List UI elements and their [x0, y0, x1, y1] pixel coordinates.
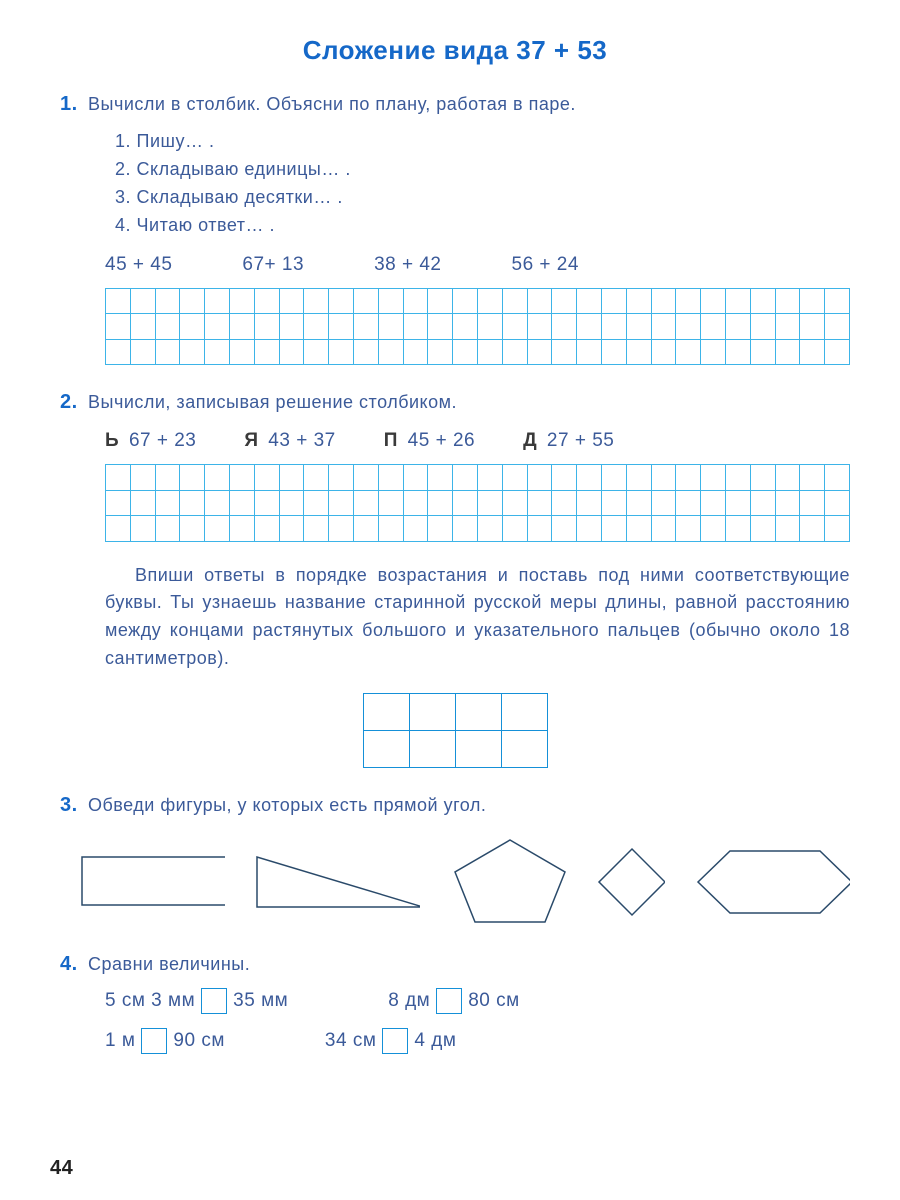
task-number: 3. [60, 794, 88, 817]
right-triangle-shape[interactable] [255, 852, 419, 912]
expression: Ь 67 + 23 [105, 430, 196, 452]
task-number: 1. [60, 93, 88, 116]
task-number: 2. [60, 391, 88, 414]
task-2: 2. Вычисли, записывая решение столбиком.… [60, 389, 850, 768]
task-1: 1. Вычисли в столбик. Объясни по плану, … [60, 91, 850, 365]
compare-item: 34 см4 дм [325, 1028, 456, 1054]
expression: 45 + 45 [105, 254, 172, 276]
task-text: Сравни величины. [88, 951, 250, 978]
task2-grid[interactable] [105, 464, 850, 542]
step: 4. Читаю ответ… . [115, 212, 850, 240]
task2-expressions: Ь 67 + 23 Я 43 + 37 П 45 + 26 Д 27 + 55 [105, 430, 850, 452]
diamond-shape[interactable] [596, 846, 666, 918]
expression: 38 + 42 [374, 254, 441, 276]
compare-box[interactable] [141, 1028, 167, 1054]
task2-paragraph: Впиши ответы в порядке возрастания и пос… [105, 562, 850, 674]
task1-expressions: 45 + 45 67+ 13 38 + 42 56 + 24 [105, 254, 850, 276]
step: 3. Складываю десятки… . [115, 184, 850, 212]
step: 2. Складываю единицы… . [115, 156, 850, 184]
compare-item: 5 см 3 мм35 мм [105, 988, 288, 1014]
task-text: Вычисли в столбик. Объясни по плану, раб… [88, 91, 576, 118]
compare-item: 8 дм80 см [388, 988, 519, 1014]
task-3: 3. Обведи фигуры, у которых есть прямой … [60, 792, 850, 927]
compare-box[interactable] [436, 988, 462, 1014]
page-number: 44 [50, 1157, 73, 1180]
expression: 56 + 24 [512, 254, 579, 276]
task-text: Вычисли, записывая решение столбиком. [88, 389, 457, 416]
shapes-row [80, 837, 850, 927]
expression: Я 43 + 37 [244, 430, 335, 452]
task-text: Обведи фигуры, у которых есть прямой уго… [88, 792, 486, 819]
expression: П 45 + 26 [384, 430, 475, 452]
compare-item: 1 м90 см [105, 1028, 225, 1054]
task1-steps: 1. Пишу… . 2. Складываю единицы… . 3. Ск… [115, 128, 850, 240]
expression: 67+ 13 [242, 254, 304, 276]
task1-grid[interactable] [105, 288, 850, 366]
page-title: Сложение вида 37 + 53 [60, 35, 850, 66]
task-number: 4. [60, 953, 88, 976]
expression: Д 27 + 55 [523, 430, 614, 452]
pentagon-shape[interactable] [450, 837, 566, 927]
task-4: 4. Сравни величины. 5 см 3 мм35 мм 8 дм8… [60, 951, 850, 1054]
hexagon-shape[interactable] [695, 846, 850, 918]
step: 1. Пишу… . [115, 128, 850, 156]
rectangle-shape[interactable] [80, 852, 225, 912]
compare-box[interactable] [382, 1028, 408, 1054]
compare-rows: 5 см 3 мм35 мм 8 дм80 см 1 м90 см 34 см4… [105, 988, 850, 1054]
compare-box[interactable] [201, 988, 227, 1014]
task2-answer-grid[interactable] [363, 693, 548, 768]
